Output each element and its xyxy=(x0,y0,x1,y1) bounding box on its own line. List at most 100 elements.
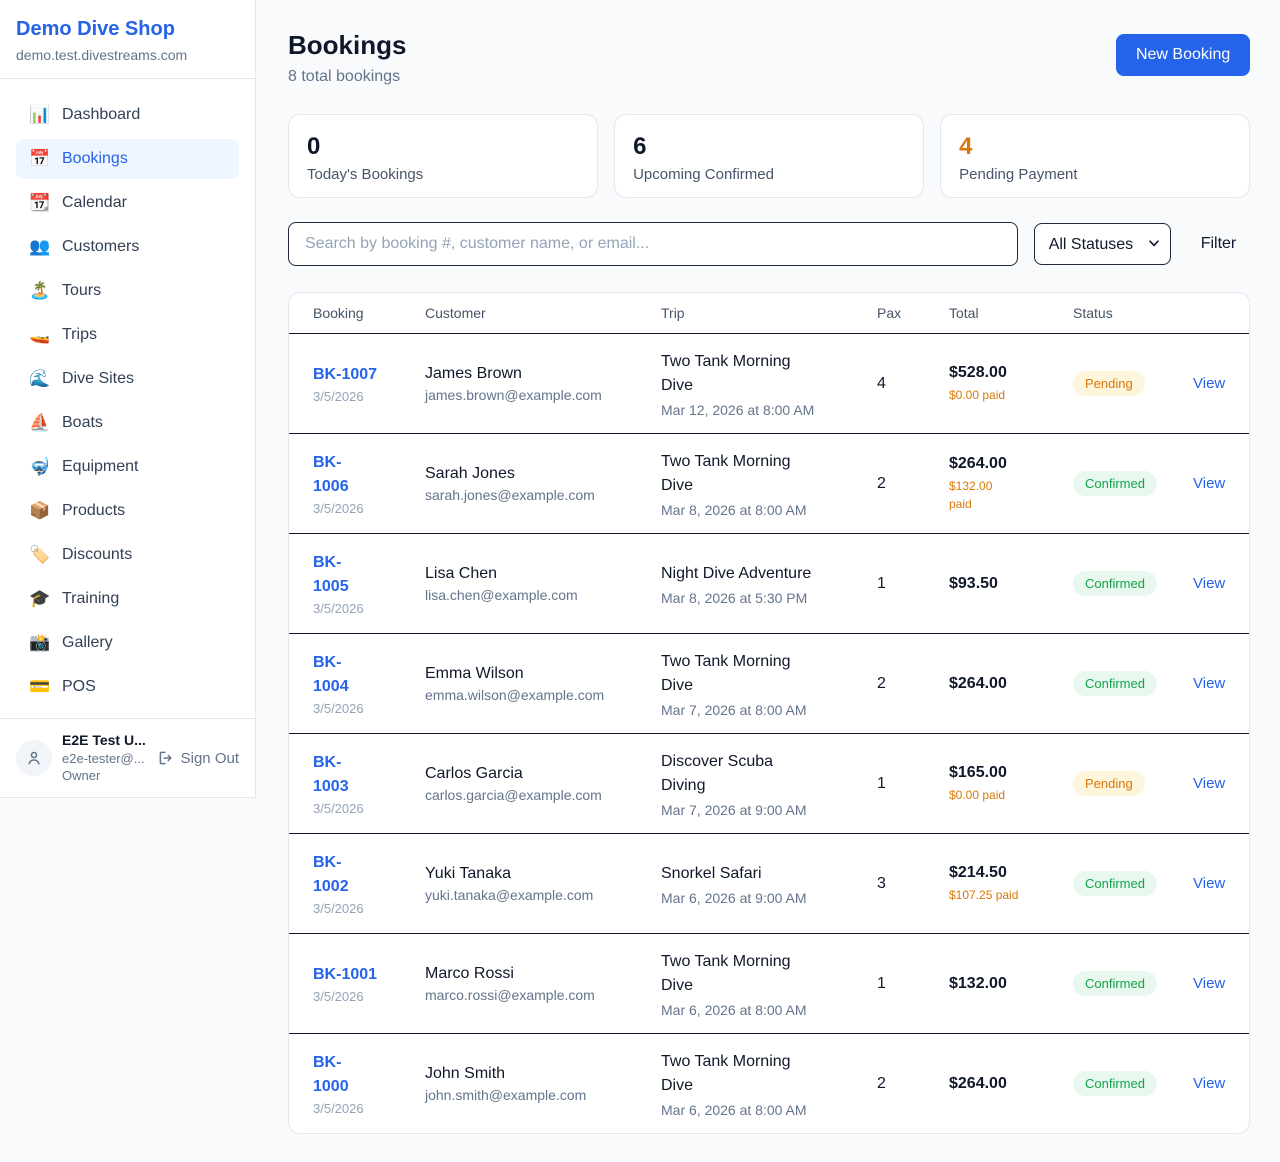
booking-id-link[interactable]: BK- 1002 xyxy=(313,854,349,895)
status-select[interactable]: All Statuses xyxy=(1033,223,1171,265)
sidebar-item-dive-sites[interactable]: 🌊 Dive Sites xyxy=(16,359,239,399)
trip-datetime: Mar 6, 2026 at 8:00 AM xyxy=(661,1101,807,1118)
view-link[interactable]: View xyxy=(1193,374,1226,392)
view-link[interactable]: View xyxy=(1193,774,1226,792)
pax-value: 2 xyxy=(877,674,886,692)
booking-date: 3/5/2026 xyxy=(313,600,364,616)
sidebar-item-calendar[interactable]: 📆 Calendar xyxy=(16,183,239,223)
sidebar-item-trips[interactable]: 🚤 Trips xyxy=(16,315,239,355)
stat-label: Upcoming Confirmed xyxy=(633,166,774,184)
total-amount: $528.00 xyxy=(949,363,1007,381)
booking-id-link[interactable]: BK-1001 xyxy=(313,965,378,983)
view-link[interactable]: View xyxy=(1193,574,1226,592)
trip-datetime: Mar 8, 2026 at 8:00 AM xyxy=(661,501,807,518)
boats-icon: ⛵ xyxy=(29,413,51,432)
sidebar-item-training[interactable]: 🎓 Training xyxy=(16,579,239,619)
status-badge: Confirmed xyxy=(1073,571,1157,596)
pax-value: 1 xyxy=(877,574,886,592)
sidebar-item-gallery[interactable]: 📸 Gallery xyxy=(16,623,239,663)
booking-id-link[interactable]: BK- 1000 xyxy=(313,1054,349,1095)
table-row: BK- 1000 3/5/2026 John Smith john.smith@… xyxy=(289,1033,1250,1133)
status-badge: Confirmed xyxy=(1073,671,1157,696)
sidebar-item-bookings[interactable]: 📅 Bookings xyxy=(16,139,239,179)
booking-date: 3/5/2026 xyxy=(313,900,364,916)
booking-id-link[interactable]: BK- 1003 xyxy=(313,754,349,795)
filter-button[interactable]: Filter xyxy=(1187,235,1251,253)
search-input[interactable] xyxy=(288,222,1018,266)
customer-name: Marco Rossi xyxy=(425,964,514,982)
booking-id-link[interactable]: BK- 1006 xyxy=(313,454,349,495)
sidebar-item-customers[interactable]: 👥 Customers xyxy=(16,227,239,267)
trip-name: Snorkel Safari xyxy=(661,864,762,882)
view-link[interactable]: View xyxy=(1193,974,1226,992)
status-badge: Pending xyxy=(1073,771,1145,796)
table-row: BK- 1006 3/5/2026 Sarah Jones sarah.jone… xyxy=(289,433,1250,533)
user-info: E2E Test U... e2e-tester@... Owner xyxy=(62,731,146,785)
column-header-trip: Trip xyxy=(661,305,685,321)
view-link[interactable]: View xyxy=(1193,674,1226,692)
stat-value: 6 xyxy=(633,133,647,160)
sidebar-item-label: Equipment xyxy=(62,458,139,475)
stat-card: 6 Upcoming Confirmed xyxy=(614,114,925,198)
pax-value: 1 xyxy=(877,774,886,792)
filter-controls: All Statuses Filter xyxy=(288,222,1250,266)
total-amount: $93.50 xyxy=(949,574,998,592)
status-select-wrap: All Statuses xyxy=(1033,223,1171,265)
trip-datetime: Mar 6, 2026 at 8:00 AM xyxy=(661,1001,807,1018)
products-icon: 📦 xyxy=(29,501,51,520)
user-panel: E2E Test U... e2e-tester@... Owner Sign … xyxy=(0,718,255,797)
booking-date: 3/5/2026 xyxy=(313,989,364,1005)
discounts-icon: 🏷️ xyxy=(29,545,51,564)
view-link[interactable]: View xyxy=(1193,474,1226,492)
paid-amount: $0.00 paid xyxy=(949,387,1006,402)
sidebar-item-tours[interactable]: 🏝️ Tours xyxy=(16,271,239,311)
sidebar-item-products[interactable]: 📦 Products xyxy=(16,491,239,531)
sidebar-item-boats[interactable]: ⛵ Boats xyxy=(16,403,239,443)
paid-amount: $132.00 paid xyxy=(949,478,993,511)
total-amount: $165.00 xyxy=(949,763,1007,781)
sidebar-item-discounts[interactable]: 🏷️ Discounts xyxy=(16,535,239,575)
sidebar-item-dashboard[interactable]: 📊 Dashboard xyxy=(16,95,239,135)
trip-datetime: Mar 12, 2026 at 8:00 AM xyxy=(661,401,815,418)
pax-value: 3 xyxy=(877,874,886,892)
pax-value: 1 xyxy=(877,974,886,992)
sign-out-button[interactable]: Sign Out xyxy=(157,749,239,767)
view-link[interactable]: View xyxy=(1193,874,1226,892)
customer-email: sarah.jones@example.com xyxy=(425,486,595,503)
dashboard-icon: 📊 xyxy=(29,105,51,124)
stat-label: Pending Payment xyxy=(959,166,1078,184)
trip-datetime: Mar 7, 2026 at 9:00 AM xyxy=(661,801,807,818)
pax-value: 2 xyxy=(877,1074,886,1092)
table-row: BK-1001 3/5/2026 Marco Rossi marco.rossi… xyxy=(289,933,1250,1033)
customer-name: John Smith xyxy=(425,1064,506,1082)
customer-name: Sarah Jones xyxy=(425,464,515,482)
paid-amount: $107.25 paid xyxy=(949,887,1019,902)
user-icon xyxy=(28,751,40,765)
table-row: BK- 1003 3/5/2026 Carlos Garcia carlos.g… xyxy=(289,733,1250,833)
trip-name: Night Dive Adventure xyxy=(661,564,812,582)
sidebar-item-equipment[interactable]: 🤿 Equipment xyxy=(16,447,239,487)
view-link[interactable]: View xyxy=(1193,1074,1226,1092)
sidebar-item-label: Trips xyxy=(62,326,97,343)
page-subtitle: 8 total bookings xyxy=(288,68,401,85)
avatar xyxy=(16,740,52,776)
sidebar-item-pos[interactable]: 💳 POS xyxy=(16,667,239,707)
status-badge: Confirmed xyxy=(1073,1071,1157,1096)
sidebar-item-label: Products xyxy=(62,502,126,519)
pos-icon: 💳 xyxy=(29,677,51,696)
booking-id-link[interactable]: BK-1007 xyxy=(313,365,378,383)
sidebar-item-label: Boats xyxy=(62,414,103,431)
booking-id-link[interactable]: BK- 1004 xyxy=(313,654,349,695)
sidebar-header: Demo Dive Shop demo.test.divestreams.com xyxy=(0,0,255,79)
main-content: Bookings 8 total bookings New Booking 0 … xyxy=(256,0,1280,1134)
stats-row: 0 Today's Bookings 6 Upcoming Confirmed … xyxy=(288,114,1251,198)
total-amount: $214.50 xyxy=(949,863,1007,881)
table-header-row: Booking Customer Trip Pax Total Status xyxy=(289,293,1249,333)
booking-id-link[interactable]: BK- 1005 xyxy=(313,554,349,595)
column-header-pax: Pax xyxy=(877,305,902,321)
bookings-icon: 📅 xyxy=(29,149,51,168)
stat-card: 0 Today's Bookings xyxy=(288,114,599,198)
user-name: E2E Test U... xyxy=(62,732,146,749)
sidebar-item-label: Discounts xyxy=(62,546,133,563)
new-booking-button[interactable]: New Booking xyxy=(1115,34,1251,76)
